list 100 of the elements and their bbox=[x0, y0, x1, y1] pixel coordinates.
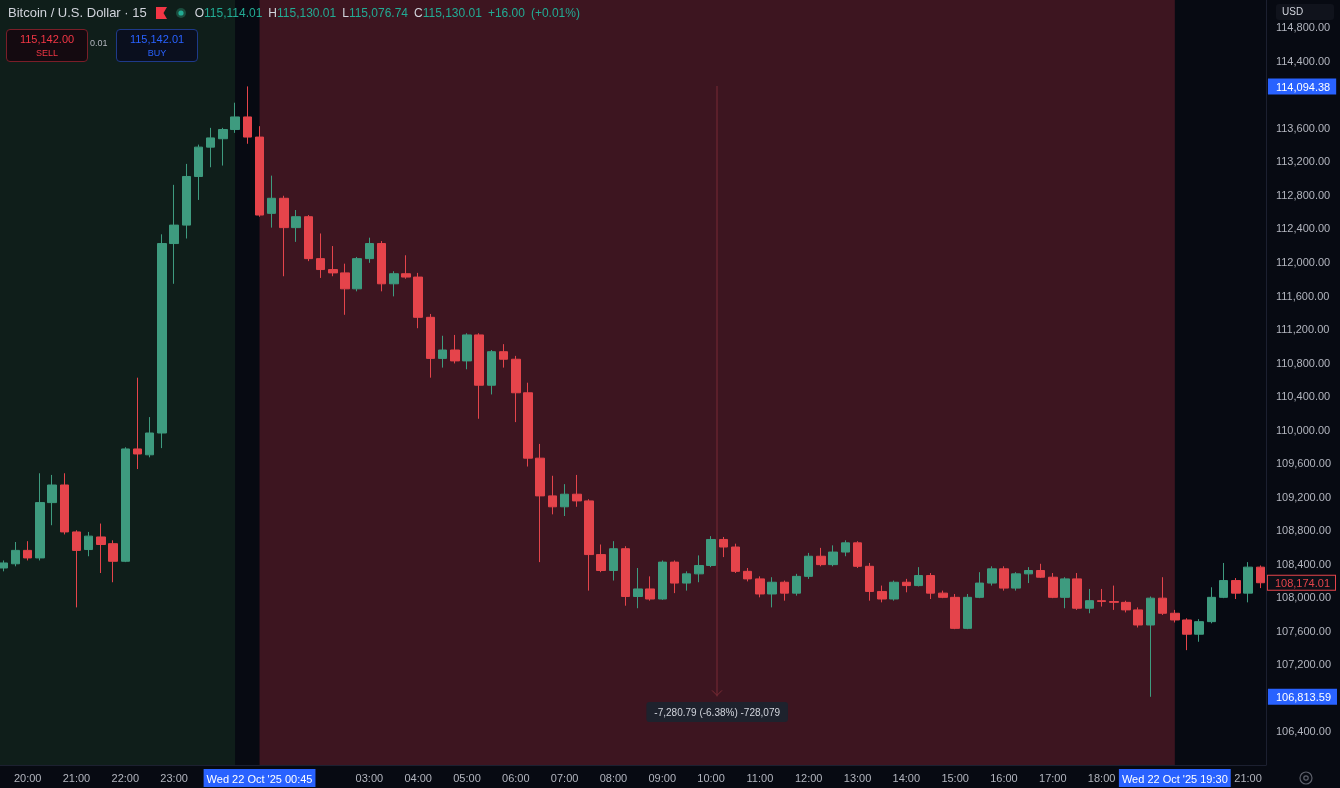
candlestick bbox=[694, 554, 704, 583]
candlestick bbox=[1024, 566, 1033, 584]
candlestick bbox=[121, 446, 130, 563]
candlestick bbox=[1085, 588, 1094, 614]
candlestick bbox=[767, 576, 777, 608]
x-tick-label: 08:00 bbox=[599, 771, 628, 784]
candlestick bbox=[511, 355, 521, 423]
candlestick bbox=[743, 567, 752, 582]
x-tick-label: 10:00 bbox=[697, 771, 725, 784]
chart-title: Bitcoin / U.S. Dollar · 15 bbox=[8, 5, 147, 20]
candlestick bbox=[706, 535, 716, 568]
sell-button: 115,142.00 SELL bbox=[6, 29, 88, 62]
x-tick-label: 18:00 bbox=[1087, 771, 1116, 784]
candlestick bbox=[11, 541, 20, 567]
candlestick bbox=[328, 245, 338, 277]
candlestick bbox=[365, 237, 374, 264]
candlestick bbox=[535, 443, 545, 563]
candlestick bbox=[23, 540, 32, 561]
x-tick-label: Wed 22 Oct '25 19:30 bbox=[1121, 772, 1228, 785]
y-tick-label: 108,000.00 bbox=[1275, 591, 1332, 604]
candlestick bbox=[230, 102, 240, 134]
y-tick-label: 113,200.00 bbox=[1275, 155, 1331, 168]
candlestick bbox=[47, 474, 57, 526]
x-tick-label: 14:00 bbox=[892, 771, 921, 784]
y-tick-label: 106,400.00 bbox=[1275, 725, 1332, 738]
candlestick bbox=[938, 590, 948, 599]
y-tick-label: 112,800.00 bbox=[1275, 188, 1331, 201]
x-tick-label: 09:00 bbox=[648, 771, 677, 784]
candlestick bbox=[1243, 561, 1253, 603]
candlestick bbox=[145, 416, 154, 458]
candlestick bbox=[255, 125, 264, 218]
candlestick bbox=[426, 313, 435, 379]
y-tick-label: 108,174.01 bbox=[1274, 577, 1331, 590]
candlestick bbox=[133, 377, 142, 470]
candlestick bbox=[1170, 609, 1180, 623]
x-tick-label: 16:00 bbox=[990, 771, 1018, 784]
candlestick bbox=[352, 256, 362, 292]
candlestick bbox=[865, 562, 874, 602]
text: O115,114.01 H115,130.01 L115,076.74 C115,130.01 +16.00 (+0.01%) bbox=[194, 5, 580, 20]
candlestick bbox=[609, 540, 618, 582]
y-tick-label: 114,400.00 bbox=[1275, 54, 1331, 67]
x-tick-label: 21:00 bbox=[1234, 771, 1262, 784]
candlestick bbox=[340, 263, 350, 316]
y-tick-label: 107,600.00 bbox=[1275, 624, 1332, 637]
candlestick bbox=[670, 559, 679, 594]
candlestick bbox=[1036, 563, 1045, 579]
candlestick bbox=[291, 209, 301, 243]
candlestick bbox=[975, 571, 984, 599]
candlestick bbox=[1060, 576, 1070, 609]
x-tick-label: 20:00 bbox=[13, 771, 42, 784]
candlestick bbox=[804, 552, 813, 580]
y-tick-label: 109,200.00 bbox=[1275, 490, 1332, 503]
candlestick bbox=[169, 184, 179, 285]
candlestick bbox=[389, 270, 399, 297]
candlestick bbox=[950, 593, 960, 630]
x-tick-label: 04:00 bbox=[404, 771, 432, 784]
y-tick-label: 106,813.59 bbox=[1275, 691, 1332, 704]
candlestick bbox=[1158, 576, 1167, 616]
candlestick bbox=[316, 232, 325, 279]
candlestick bbox=[719, 536, 728, 558]
y-tick-label: 111,600.00 bbox=[1275, 289, 1330, 302]
candlestick bbox=[0, 559, 8, 572]
candlestick bbox=[218, 127, 228, 167]
candlestick bbox=[377, 240, 386, 292]
annotation: 115,142.00 bbox=[18, 32, 76, 46]
candlestick bbox=[645, 575, 655, 602]
candlestick bbox=[194, 144, 203, 201]
band-label: -7,280.79 (-6.38%) -728,079 bbox=[654, 706, 781, 718]
candlestick bbox=[584, 498, 594, 592]
candlestick bbox=[755, 575, 765, 598]
candlestick bbox=[1133, 606, 1143, 629]
currency-dropdown: USD bbox=[1276, 4, 1334, 20]
candlestick bbox=[1097, 588, 1106, 608]
candlestick bbox=[279, 195, 289, 277]
y-tick-label: 107,200.00 bbox=[1275, 658, 1332, 671]
candlestick bbox=[658, 559, 667, 601]
x-tick-label: 13:00 bbox=[843, 771, 872, 784]
candlestick bbox=[548, 475, 557, 515]
y-tick-label: 108,400.00 bbox=[1275, 557, 1332, 570]
candlestick bbox=[633, 567, 643, 609]
y-tick-label: 110,000.00 bbox=[1275, 423, 1331, 436]
candlestick bbox=[1231, 577, 1241, 600]
y-tick-label: 111,200.00 bbox=[1275, 323, 1330, 336]
candlestick bbox=[987, 565, 997, 587]
candlestick bbox=[438, 335, 447, 369]
x-tick-label: 17:00 bbox=[1039, 771, 1067, 784]
candlestick bbox=[682, 570, 691, 592]
y-tick-label: 112,000.00 bbox=[1275, 255, 1331, 268]
candlestick bbox=[889, 580, 899, 602]
candlestick bbox=[1072, 572, 1082, 611]
candlestick bbox=[487, 349, 496, 395]
y-tick-label: 108,800.00 bbox=[1275, 524, 1332, 537]
candlestick bbox=[1256, 564, 1265, 589]
candlestick bbox=[243, 85, 252, 145]
candlestick bbox=[853, 540, 862, 569]
candlestick bbox=[401, 254, 411, 280]
candlestick bbox=[35, 472, 45, 561]
candlestick bbox=[72, 529, 81, 608]
y-tick-label: 114,800.00 bbox=[1275, 21, 1331, 34]
candlestick bbox=[1194, 618, 1204, 643]
